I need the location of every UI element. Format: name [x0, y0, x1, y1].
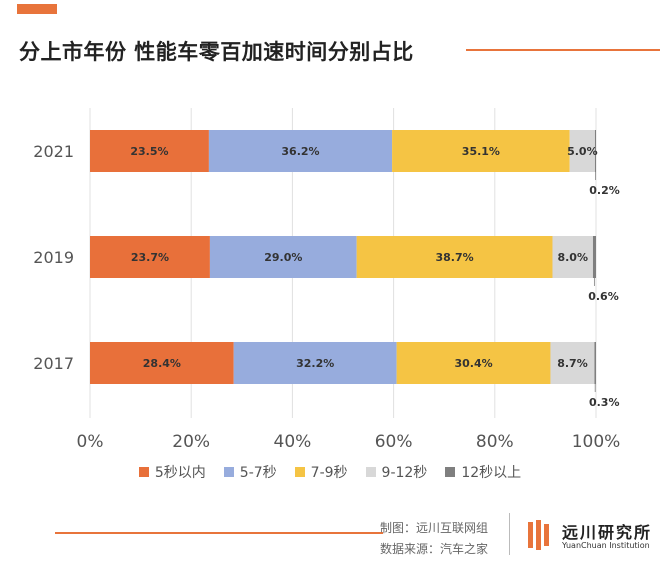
footer-rule [55, 532, 383, 534]
data-label: 23.7% [131, 251, 169, 264]
bar-segment [569, 130, 595, 172]
legend-label: 12秒以上 [461, 465, 522, 481]
data-label: 35.1% [462, 145, 500, 158]
logo-name: 远川研究所 [562, 523, 653, 542]
bar-segment [592, 236, 596, 278]
legend-label: 7-9秒 [310, 465, 348, 481]
x-tick-label: 20% [172, 432, 210, 452]
legend-swatch [365, 467, 376, 477]
data-label: 30.4% [454, 357, 492, 370]
y-category-label: 2019 [33, 248, 74, 267]
bar-segment [208, 130, 393, 172]
legend-item: 5秒以内 [138, 462, 206, 482]
bar-segment [233, 342, 397, 384]
data-label: 32.2% [296, 357, 334, 370]
data-label: 0.3% [589, 396, 620, 409]
credit-maker: 制图：远川互联网组 [380, 521, 489, 535]
x-tick-label: 100% [572, 432, 621, 452]
credit-source: 数据来源：汽车之家 [380, 542, 489, 556]
data-label: 0.6% [588, 290, 619, 303]
legend: 5秒以内 5-7秒 7-9秒 9-12秒 12秒以上 [0, 462, 660, 482]
chart-title: 分上市年份 性能车零百加速时间分别占比 [19, 40, 414, 64]
bar-segment [594, 342, 596, 384]
legend-swatch [223, 467, 234, 477]
data-label: 23.5% [130, 145, 168, 158]
legend-label: 5秒以内 [154, 465, 206, 481]
x-tick-label: 0% [77, 432, 104, 452]
logo: 远川研究所 YuanChuan Institution [512, 515, 657, 557]
legend-item: 12秒以上 [445, 462, 521, 482]
data-label: 8.0% [557, 251, 588, 264]
logo-english-name: YuanChuan Institution [562, 541, 650, 550]
legend-swatch [294, 467, 305, 477]
bar-segment [90, 342, 234, 384]
data-label: 36.2% [281, 145, 319, 158]
bar-segment [552, 236, 593, 278]
bar-segment [90, 130, 209, 172]
legend-item: 7-9秒 [294, 462, 348, 482]
legend-label: 5-7秒 [239, 465, 277, 481]
bar-segment [392, 130, 570, 172]
logo-divider [509, 513, 510, 555]
x-tick-label: 40% [274, 432, 312, 452]
bar-segment [550, 342, 595, 384]
legend-label: 9-12秒 [381, 465, 428, 481]
bar-segment [356, 236, 553, 278]
bar-segment [594, 130, 596, 172]
legend-item: 5-7秒 [223, 462, 277, 482]
x-tick-label: 60% [375, 432, 413, 452]
y-category-label: 2017 [33, 354, 74, 373]
data-label: 8.7% [557, 357, 588, 370]
legend-swatch [138, 467, 149, 477]
data-label: 38.7% [435, 251, 473, 264]
bar-segment [209, 236, 357, 278]
data-label: 29.0% [264, 251, 302, 264]
legend-swatch [445, 467, 456, 477]
data-label: 28.4% [143, 357, 181, 370]
logo-mark-icon [528, 520, 549, 550]
data-label: 0.2% [589, 184, 620, 197]
legend-item: 9-12秒 [365, 462, 428, 482]
data-label: 5.0% [567, 145, 598, 158]
credit-block: 制图：远川互联网组 数据来源：汽车之家 [380, 518, 488, 560]
y-category-label: 2021 [33, 142, 74, 161]
stacked-bar-chart: 23.5% 36.2% 35.1% 5.0% 0.2% 23.7% 29.0% 38.7% 8.… [33, 108, 621, 452]
title-rule [466, 49, 660, 51]
bar-segment [396, 342, 551, 384]
accent-bar [17, 4, 57, 14]
x-tick-label: 80% [476, 432, 514, 452]
bar-segment [90, 236, 210, 278]
